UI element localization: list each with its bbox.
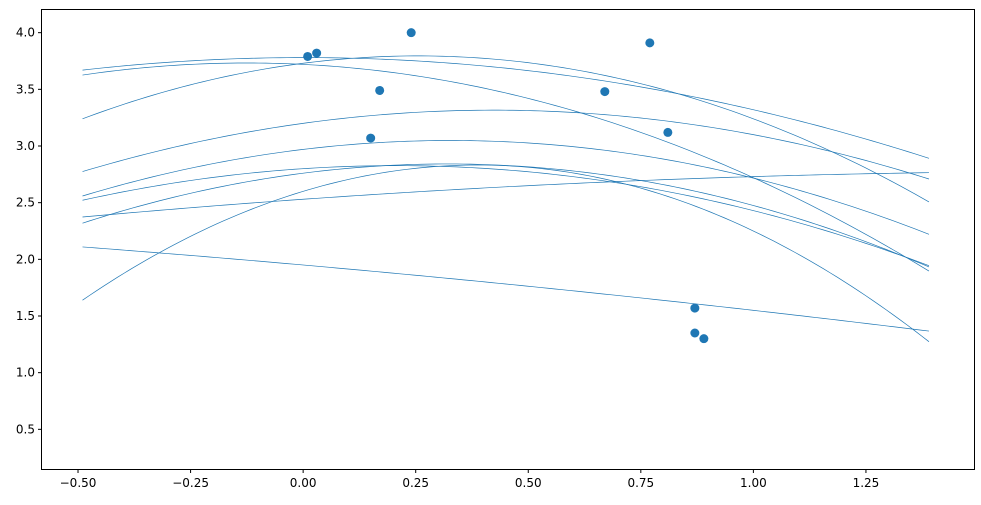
data-point-7 <box>645 38 655 48</box>
x-tick-label: −0.50 <box>60 476 97 490</box>
fit-curve-4 <box>82 109 930 180</box>
point-group <box>303 28 709 344</box>
y-tick-label: 1.5 <box>16 309 35 323</box>
data-point-5 <box>366 133 376 143</box>
y-tick-label: 3.0 <box>16 139 35 153</box>
y-axis: 0.5 1.0 1.5 2.0 2.5 3.0 3.5 4.0 <box>16 26 42 436</box>
fit-curve-9 <box>82 172 929 218</box>
fit-curve-3 <box>82 55 930 203</box>
fit-curve-1 <box>82 57 930 159</box>
data-point-8 <box>663 127 673 137</box>
x-tick-label: 0.00 <box>290 476 317 490</box>
y-tick-label: 3.5 <box>16 82 35 96</box>
fit-curve-10 <box>82 246 930 332</box>
x-tick-label: −0.25 <box>172 476 209 490</box>
x-tick-label: 0.50 <box>515 476 542 490</box>
data-point-11 <box>699 334 709 344</box>
data-point-4 <box>375 85 385 95</box>
x-tick-label: 0.25 <box>402 476 429 490</box>
y-tick-label: 2.0 <box>16 252 35 266</box>
y-tick-label: 0.5 <box>16 422 35 436</box>
y-tick-label: 2.5 <box>16 196 35 210</box>
x-tick-label: 1.25 <box>853 476 880 490</box>
axes-frame <box>41 9 975 470</box>
x-tick-label: 0.75 <box>627 476 654 490</box>
curve-group <box>82 55 930 342</box>
data-point-6 <box>600 87 610 97</box>
data-point-3 <box>406 28 416 38</box>
fit-curve-2 <box>82 62 930 272</box>
y-tick-label: 1.0 <box>16 366 35 380</box>
fit-curve-8 <box>82 163 930 268</box>
fit-curve-5 <box>82 140 930 235</box>
x-tick-label: 1.00 <box>740 476 767 490</box>
data-point-1 <box>303 51 313 61</box>
x-axis: −0.50 −0.25 0.00 0.25 0.50 0.75 1.00 1.25 <box>60 469 880 490</box>
data-point-2 <box>312 48 322 58</box>
y-tick-label: 4.0 <box>16 26 35 40</box>
fit-curve-7 <box>82 165 930 266</box>
data-point-9 <box>690 303 700 313</box>
data-point-10 <box>690 328 700 338</box>
